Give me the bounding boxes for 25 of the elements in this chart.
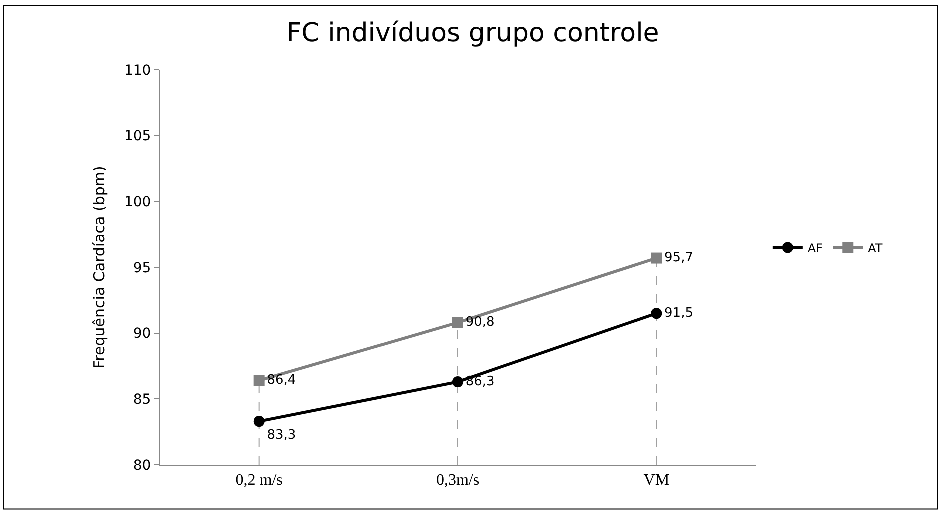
x-tick-label: 0,3m/s	[436, 472, 480, 490]
legend-label: AF	[808, 241, 824, 256]
point	[651, 308, 662, 320]
chart-title: FC indivíduos grupo controle	[286, 18, 660, 48]
point	[452, 376, 464, 388]
data-label: 91,5	[664, 306, 694, 321]
y-tick-label: 110	[124, 62, 152, 79]
data-label: 86,4	[267, 372, 296, 388]
y-tick-label: 95	[133, 260, 152, 276]
point	[254, 416, 265, 428]
y-axis-title: Frequência Cardíaca (bpm)	[90, 166, 109, 369]
x-tick-label: 0,2 m/s	[236, 472, 283, 490]
y-tick-label: 105	[124, 128, 152, 145]
data-label: 83,3	[267, 428, 296, 444]
point	[452, 317, 464, 328]
y-tick-label: 90	[133, 326, 152, 342]
legend-label: AT	[868, 241, 884, 256]
y-tick-label: 80	[133, 458, 152, 474]
point	[254, 375, 265, 386]
data-label: 95,7	[664, 250, 694, 266]
y-tick-label: 85	[133, 392, 152, 408]
data-label: 90,8	[466, 315, 495, 330]
y-tick-label: 100	[124, 194, 152, 211]
x-tick-label: VM	[644, 472, 670, 490]
point	[651, 252, 662, 264]
